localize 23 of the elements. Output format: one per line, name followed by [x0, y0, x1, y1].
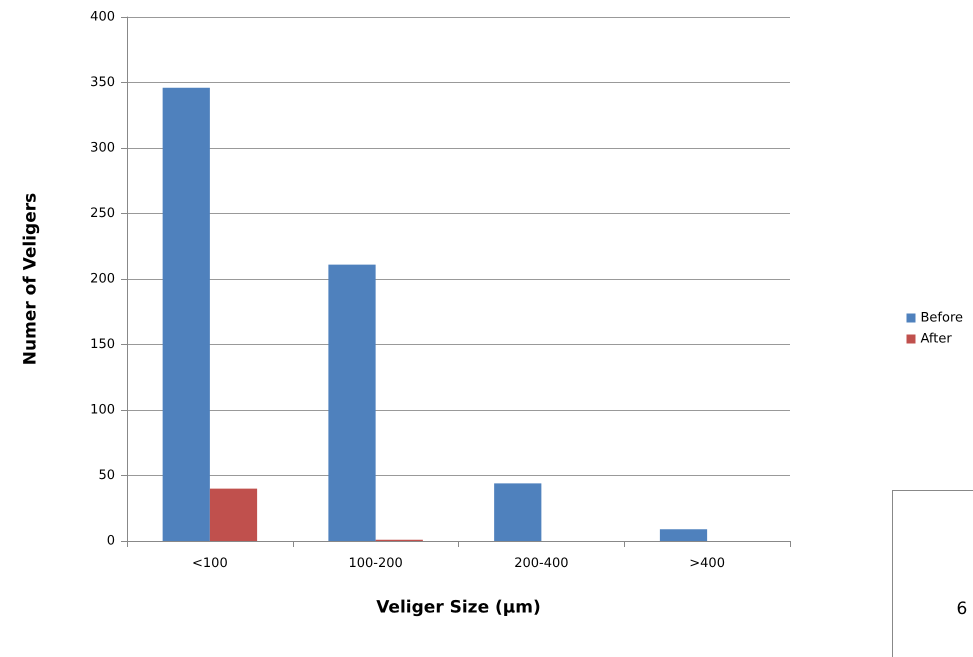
- y-tick-label: 150: [90, 337, 115, 352]
- bar: [660, 529, 708, 541]
- y-tick-label: 0: [106, 534, 115, 548]
- y-tick-label: 400: [90, 10, 115, 24]
- legend-label: After: [920, 332, 952, 346]
- x-axis-title: Veliger Size (µm): [376, 598, 541, 618]
- x-tick-label: 100-200: [348, 556, 403, 571]
- y-tick-label: 100: [90, 402, 115, 418]
- y-tick-label: 250: [90, 206, 115, 221]
- bar: [210, 488, 258, 541]
- bar: [494, 483, 542, 541]
- y-tick-label: 300: [90, 140, 115, 156]
- y-tick-label: 50: [98, 468, 115, 483]
- y-axis-title: Numer of Veligers: [20, 192, 40, 366]
- y-tick-label: 350: [90, 75, 115, 90]
- x-tick-label: >400: [689, 556, 725, 571]
- x-tick-label: <100: [192, 556, 228, 571]
- y-tick-label: 200: [90, 272, 115, 286]
- text: 6: [956, 599, 968, 619]
- legend-label: Before: [920, 310, 964, 326]
- x-tick-label: 200-400: [514, 556, 569, 571]
- bar: [328, 264, 376, 541]
- bar: [162, 88, 210, 541]
